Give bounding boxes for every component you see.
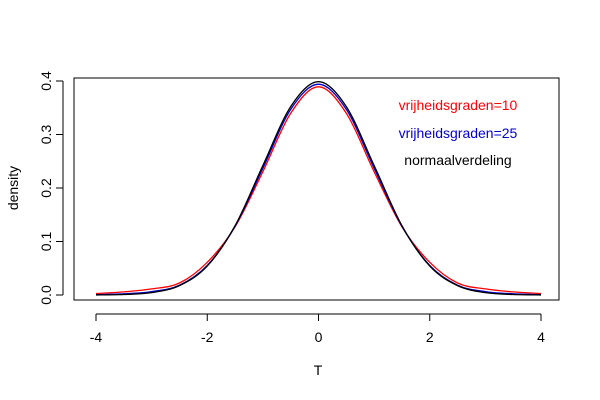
series-line-1 bbox=[95, 83, 542, 296]
x-axis-title: T bbox=[314, 362, 323, 378]
x-axis-ticks: -4 -2 0 2 4 bbox=[90, 314, 545, 345]
legend-entry-2: normaalverdeling bbox=[404, 152, 511, 168]
y-tick-label: 0.1 bbox=[38, 232, 54, 252]
x-tick-label: -2 bbox=[201, 329, 214, 345]
y-tick-label: 0.0 bbox=[38, 285, 54, 305]
series-lines bbox=[95, 80, 542, 296]
x-tick-label: 2 bbox=[426, 329, 434, 345]
legend-entry-1: vrijheidsgraden=25 bbox=[399, 125, 518, 141]
series-line-0 bbox=[95, 86, 542, 295]
y-axis-title: density bbox=[5, 166, 21, 210]
y-tick-label: 0.3 bbox=[38, 125, 54, 145]
y-axis-ticks: 0.0 0.1 0.2 0.3 0.4 bbox=[38, 71, 63, 305]
legend-entry-0: vrijheidsgraden=10 bbox=[399, 97, 518, 113]
x-tick-label: -4 bbox=[90, 329, 103, 345]
plot-box bbox=[73, 77, 560, 301]
legend: vrijheidsgraden=10 vrijheidsgraden=25 norm… bbox=[399, 97, 518, 168]
x-tick-label: 0 bbox=[315, 329, 323, 345]
series-line-2 bbox=[95, 80, 542, 296]
x-tick-label: 4 bbox=[537, 329, 545, 345]
y-tick-label: 0.4 bbox=[38, 71, 54, 91]
y-tick-label: 0.2 bbox=[38, 178, 54, 198]
